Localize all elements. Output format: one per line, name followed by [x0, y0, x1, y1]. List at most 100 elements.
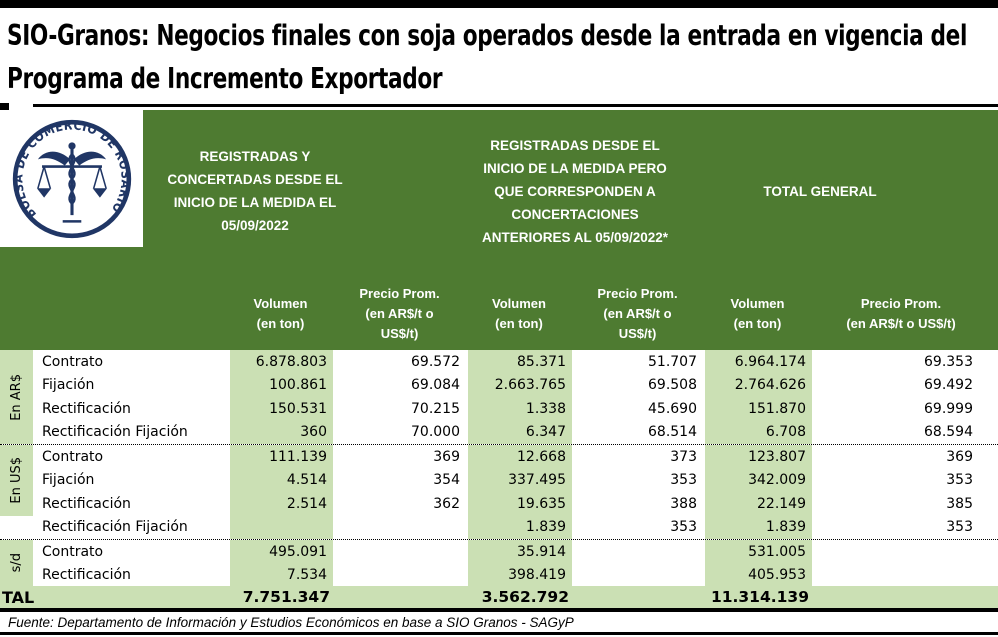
group-cell-bg: En US$: [0, 445, 33, 516]
cell-volumen-2: 35.914: [466, 540, 572, 563]
table-row: Contrato 6.878.803 69.572 85.371 51.707 …: [35, 350, 998, 374]
cell-precio-1: [333, 563, 466, 586]
cell-precio-2: 373: [572, 445, 703, 469]
header-line: US$/t): [380, 326, 419, 341]
total-row: TAL 7.751.347 3.562.792 11.314.139: [0, 586, 998, 608]
group-cell-ars: En AR$: [0, 350, 35, 444]
group-label-sd: s/d: [9, 553, 24, 573]
cell-volumen-3: 22.149: [703, 492, 812, 516]
total-empty-cell: [333, 586, 466, 608]
cell-precio-2: 68.514: [572, 420, 703, 444]
cell-precio-1: 362: [333, 492, 466, 516]
total-volumen-2: 3.562.792: [481, 588, 569, 606]
cell-volumen-2: 2.663.765: [466, 373, 572, 397]
row-label: Rectificación: [35, 397, 228, 421]
header-line: Volumen: [730, 296, 785, 311]
row-label: Contrato: [35, 445, 228, 469]
cell-precio-1: 70.215: [333, 397, 466, 421]
section-en-usd: En US$ Contrato 111.139 369 12.668 373 1…: [0, 444, 998, 539]
cell-precio-3: 369: [812, 445, 998, 469]
cell-volumen-1: 100.861: [228, 373, 333, 397]
cell-volumen-3: 6.964.174: [703, 350, 812, 374]
page-title-line2: Programa de Incremento Exportador: [7, 62, 443, 95]
cell-precio-3: 69.353: [812, 350, 998, 374]
cell-precio-2: [572, 540, 703, 563]
cell-precio-2: 51.707: [572, 350, 703, 374]
cell-precio-3: 353: [812, 468, 998, 492]
cell-precio-3: 385: [812, 492, 998, 516]
group-cell-bg: En AR$: [0, 350, 33, 444]
header-line: (en ton): [733, 316, 782, 331]
section-en-ars: En AR$ Contrato 6.878.803 69.572 85.371 …: [0, 350, 998, 444]
cell-precio-1: 70.000: [333, 420, 466, 444]
cell-volumen-2: 6.347: [466, 420, 572, 444]
cell-volumen-3: 1.839: [703, 515, 812, 539]
cell-volumen-2: 1.839: [466, 515, 572, 539]
header-line: Precio Prom.: [597, 286, 678, 301]
cell-volumen-1: 495.091: [228, 540, 333, 563]
row-label: Fijación: [35, 468, 228, 492]
section-sd: s/d Contrato 495.091 35.914 531.005 Rect…: [0, 539, 998, 586]
cell-volumen-3: 6.708: [703, 420, 812, 444]
cell-volumen-1: 6.878.803: [228, 350, 333, 374]
cell-volumen-1: [228, 515, 333, 539]
table-row: Rectificación Fijación 360 70.000 6.347 …: [35, 420, 998, 444]
table-row: Rectificación Fijación 1.839 353 1.839 3…: [35, 515, 998, 539]
header-line: ANTERIORES AL 05/09/2022*: [481, 229, 669, 245]
row-label: Rectificación Fijación: [35, 515, 228, 539]
top-black-bar: [0, 0, 998, 8]
cell-precio-2: 353: [572, 468, 703, 492]
source-note: Fuente: Departamento de Información y Es…: [0, 612, 998, 632]
group-label-ars: En AR$: [9, 373, 24, 421]
cell-volumen-2: 12.668: [466, 445, 572, 469]
cell-volumen-1: 360: [228, 420, 333, 444]
total-volumen-1: 7.751.347: [242, 588, 330, 606]
table-row: Rectificación 2.514 362 19.635 388 22.14…: [35, 492, 998, 516]
total-empty-cell: [812, 586, 998, 608]
header-line: (en AR$/t o: [603, 306, 672, 321]
group-cell-sd: s/d: [0, 540, 35, 586]
header-line: QUE CORRESPONDEN A: [494, 183, 656, 199]
bcr-logo: BOLSA DE COMERCIO DE ROSARIO: [10, 117, 133, 238]
cell-precio-1: 369: [333, 445, 466, 469]
header-line: Precio Prom.: [860, 296, 942, 311]
cell-precio-3: [812, 563, 998, 586]
group-cell-bg: s/d: [0, 540, 33, 586]
cell-precio-2: 69.508: [572, 373, 703, 397]
cell-precio-2: 45.690: [572, 397, 703, 421]
cell-precio-2: 353: [572, 515, 703, 539]
cell-volumen-1: 2.514: [228, 492, 333, 516]
table-row: Rectificación 150.531 70.215 1.338 45.69…: [35, 397, 998, 421]
column-group-header-1: REGISTRADAS Y CONCERTADAS DESDE EL INICI…: [155, 110, 355, 272]
cell-volumen-3: 2.764.626: [703, 373, 812, 397]
cell-precio-1: 69.084: [333, 373, 466, 397]
cell-volumen-3: 342.009: [703, 468, 812, 492]
table-header: BOLSA DE COMERCIO DE ROSARIO: [0, 110, 998, 350]
cell-volumen-2: 398.419: [466, 563, 572, 586]
cell-precio-3: 69.492: [812, 373, 998, 397]
row-label: Contrato: [35, 350, 228, 374]
cell-volumen-1: 150.531: [228, 397, 333, 421]
table-row: Fijación 100.861 69.084 2.663.765 69.508…: [35, 373, 998, 397]
table-row: Fijación 4.514 354 337.495 353 342.009 3…: [35, 468, 998, 492]
column-group-header-2: REGISTRADAS DESDE EL INICIO DE LA MEDIDA…: [468, 110, 682, 272]
subheader-precio-1: Precio Prom. (en AR$/t o US$/t): [333, 272, 466, 356]
page-bottom-border: [0, 632, 998, 635]
cell-volumen-2: 85.371: [466, 350, 572, 374]
subheader-precio-2: Precio Prom. (en AR$/t o US$/t): [572, 272, 703, 356]
header-line: CONCERTADAS DESDE EL: [167, 172, 343, 187]
subheader-volumen-1: Volumen (en ton): [228, 272, 333, 356]
table-bottom-border: [0, 608, 998, 612]
cell-volumen-2: 19.635: [466, 492, 572, 516]
cell-precio-3: [812, 540, 998, 563]
header-line: CONCERTACIONES: [511, 206, 639, 222]
cell-volumen-3: 531.005: [703, 540, 812, 563]
column-group-header-total: TOTAL GENERAL: [700, 110, 940, 272]
cell-volumen-1: 7.534: [228, 563, 333, 586]
cell-precio-1: [333, 540, 466, 563]
header-line: (en AR$/t o US$/t): [846, 316, 956, 331]
total-volumen-3: 11.314.139: [710, 588, 809, 606]
subheader-precio-3: Precio Prom. (en AR$/t o US$/t): [812, 272, 990, 356]
group-cell-usd: En US$: [0, 445, 35, 539]
